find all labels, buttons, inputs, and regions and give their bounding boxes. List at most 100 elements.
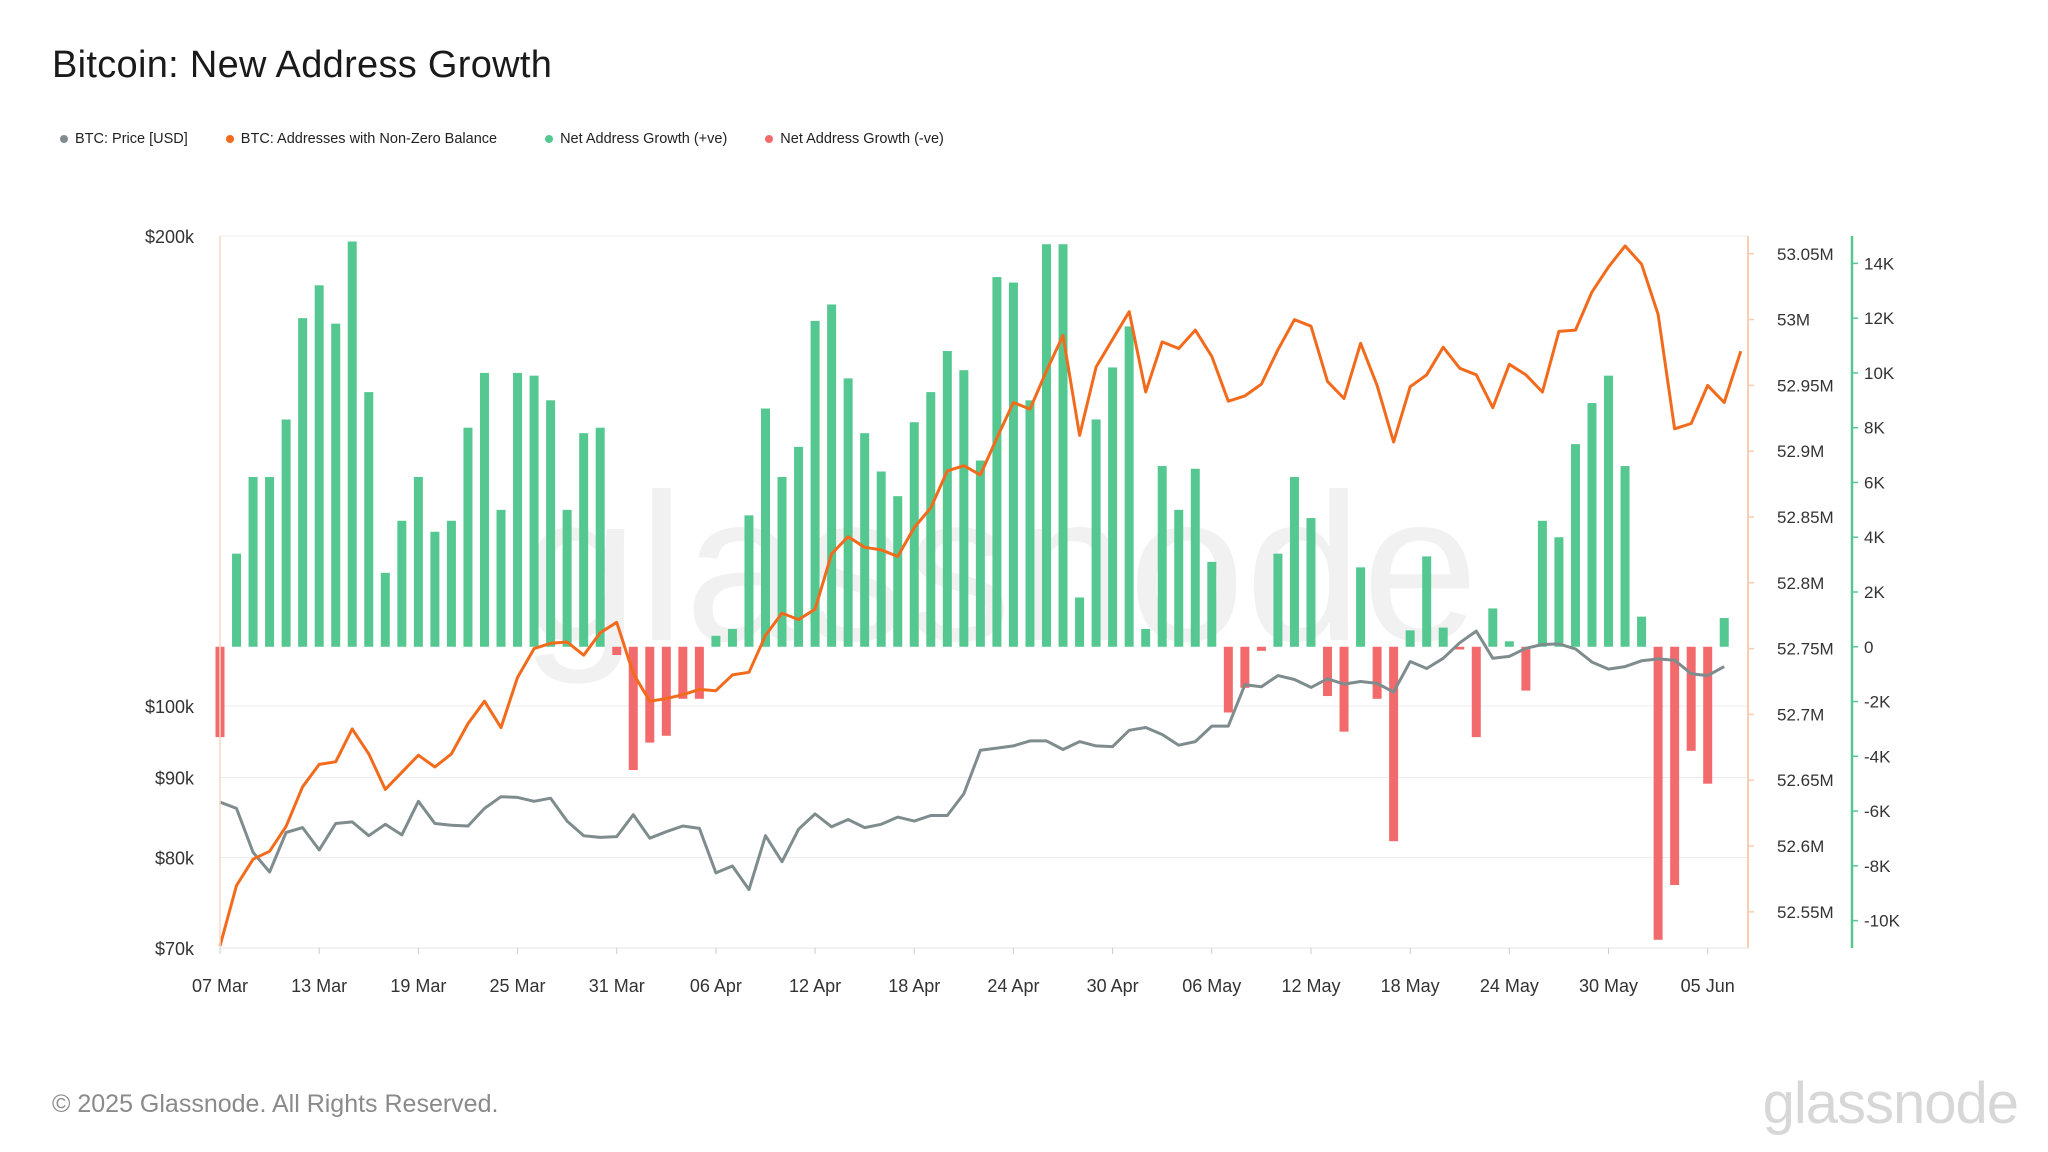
x-tick-label: 18 May [1381, 976, 1440, 996]
growth-bar-positive [364, 392, 374, 647]
growth-bar-positive [430, 531, 440, 647]
growth-bar-positive [1025, 400, 1035, 647]
growth-bar-positive [860, 433, 870, 647]
growth-bar-positive [1504, 641, 1514, 647]
legend-label-growth-positive: Net Address Growth (+ve) [560, 131, 728, 147]
growth-bar-positive [1356, 567, 1366, 647]
legend-label-price: BTC: Price [USD] [75, 131, 188, 147]
growth-bar-negative [1653, 646, 1663, 940]
legend-item-growth-negative[interactable]: Net Address Growth (-ve) [765, 131, 944, 147]
growth-bar-positive [562, 509, 572, 647]
growth-bar-positive [1075, 597, 1085, 647]
growth-bar-positive [529, 375, 539, 647]
growth-bar-negative [1372, 646, 1382, 699]
growth-bar-positive [1719, 618, 1729, 647]
x-tick-label: 07 Mar [192, 976, 248, 996]
growth-bar-positive [1273, 553, 1283, 647]
growth-bar-positive [711, 635, 721, 647]
legend-dot-icon [225, 135, 234, 143]
growth-bar-positive [463, 427, 473, 647]
growth-bar-negative [1703, 646, 1713, 784]
addresses-tick-label: 52.9M [1777, 442, 1824, 461]
growth-bar-positive [1422, 556, 1432, 647]
x-tick-label: 30 May [1579, 976, 1638, 996]
addresses-tick-label: 53M [1777, 311, 1810, 330]
addresses-tick-label: 52.85M [1777, 508, 1834, 527]
copyright-text: © 2025 Glassnode. All Rights Reserved. [52, 1090, 499, 1118]
addresses-tick-label: 52.95M [1777, 376, 1834, 395]
growth-tick-label: 0 [1864, 638, 1873, 657]
growth-bar-positive [1091, 419, 1101, 647]
growth-bar-negative [1240, 646, 1250, 688]
x-tick-label: 18 Apr [888, 976, 940, 996]
growth-bar-negative [628, 646, 638, 770]
growth-tick-label: -6K [1864, 802, 1891, 821]
addresses-tick-label: 53.05M [1777, 245, 1834, 264]
addresses-tick-label: 52.55M [1777, 903, 1834, 922]
growth-bar-positive [232, 553, 242, 647]
growth-tick-label: 10K [1864, 364, 1895, 383]
growth-bar-positive [1570, 444, 1580, 647]
growth-bar-positive [579, 433, 589, 647]
legend-dot-icon [60, 135, 68, 143]
growth-tick-label: -8K [1864, 857, 1891, 876]
growth-bar-positive [1488, 608, 1498, 647]
growth-bar-negative [1686, 646, 1696, 751]
growth-tick-label: 2K [1864, 583, 1885, 602]
growth-bar-positive [810, 320, 820, 647]
price-line [219, 629, 1725, 892]
growth-bar-negative [694, 646, 704, 699]
bar-layer [215, 241, 1729, 940]
x-tick-label: 30 Apr [1087, 976, 1139, 996]
growth-bar-negative [1471, 646, 1481, 738]
addresses-line [218, 244, 1743, 947]
growth-bar-positive [1405, 630, 1415, 647]
chart-title: Bitcoin: New Address Growth [52, 44, 553, 86]
x-tick-label: 19 Mar [390, 976, 446, 996]
price-tick-label: $90k [155, 769, 195, 789]
growth-tick-label: -4K [1864, 747, 1891, 766]
legend-item-price[interactable]: BTC: Price [USD] [60, 131, 188, 147]
growth-bar-positive [794, 446, 804, 647]
growth-bar-positive [1637, 616, 1647, 647]
growth-bar-positive [760, 408, 770, 647]
growth-tick-label: -10K [1864, 912, 1901, 931]
growth-bar-positive [1620, 466, 1630, 647]
growth-bar-positive [380, 572, 390, 647]
growth-bar-positive [744, 515, 754, 647]
growth-bar-positive [942, 351, 952, 647]
growth-bar-positive [727, 628, 737, 647]
growth-bar-positive [1008, 282, 1018, 647]
growth-bar-positive [1058, 244, 1068, 647]
growth-bar-positive [1174, 509, 1184, 647]
x-tick-label: 12 May [1281, 976, 1340, 996]
growth-bar-negative [1223, 646, 1233, 713]
legend-item-growth-positive[interactable]: Net Address Growth (+ve) [545, 131, 727, 147]
growth-bar-negative [1521, 646, 1531, 691]
growth-bar-negative [1256, 646, 1266, 651]
growth-bar-negative [1339, 646, 1349, 732]
growth-bar-positive [777, 476, 787, 647]
growth-bar-positive [248, 476, 258, 647]
growth-bar-negative [678, 646, 688, 699]
price-tick-label: $100k [145, 697, 195, 717]
growth-bar-positive [1141, 628, 1151, 647]
growth-bar-positive [1554, 537, 1564, 647]
growth-bar-positive [926, 392, 936, 647]
x-tick-label: 25 Mar [490, 976, 546, 996]
growth-bar-positive [975, 460, 985, 647]
growth-bar-positive [513, 372, 523, 647]
growth-bar-positive [496, 509, 506, 647]
growth-bar-positive [1587, 403, 1597, 647]
x-tick-label: 06 Apr [690, 976, 742, 996]
line-layer [218, 244, 1743, 947]
growth-bar-positive [1207, 561, 1217, 647]
growth-bar-positive [1289, 476, 1299, 647]
growth-bar-positive [331, 323, 341, 647]
growth-bar-positive [265, 476, 275, 647]
growth-bar-negative [1389, 646, 1399, 842]
legend-item-addresses[interactable]: BTC: Addresses with Non-Zero Balance [225, 131, 497, 147]
growth-bar-positive [843, 378, 853, 647]
legend-label-growth-negative: Net Address Growth (-ve) [780, 131, 944, 147]
growth-bar-positive [446, 520, 456, 647]
